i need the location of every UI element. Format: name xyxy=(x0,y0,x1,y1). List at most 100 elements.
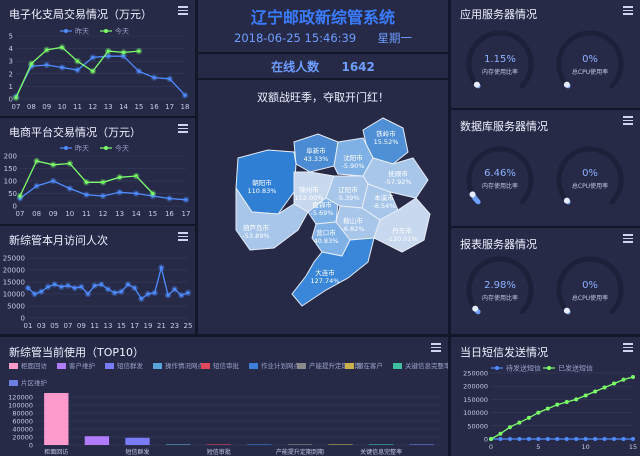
data-point xyxy=(152,75,156,80)
y-tick-label: 0 xyxy=(21,315,25,323)
monthly-visits-panel: 新综管本月访问人次 0 5000 10000 15000 20000 25000 01 03 0… xyxy=(0,226,195,334)
city-name: 抚顺市 xyxy=(388,169,408,178)
city-value: -8.54% xyxy=(373,202,396,210)
city-name: 朝阳市 xyxy=(252,178,272,187)
y-tick-label: 100000 xyxy=(8,402,33,410)
menu-icon[interactable] xyxy=(623,343,633,352)
data-point xyxy=(146,292,150,296)
bar xyxy=(206,444,231,445)
data-point xyxy=(498,432,503,436)
x-tick-label: 13 xyxy=(115,210,124,218)
data-point xyxy=(612,381,616,386)
y-tick-label: 250000 xyxy=(463,370,488,378)
monthly-visits-chart: 0 5000 10000 15000 20000 25000 01 03 05 07 09 11 13 1… xyxy=(3,255,193,331)
city-name: 本溪市 xyxy=(374,193,394,202)
bar xyxy=(287,444,313,445)
menu-icon[interactable] xyxy=(178,6,188,15)
y-tick-label: 0 xyxy=(29,442,33,450)
series-line xyxy=(19,160,154,197)
y-tick-label: 5000 xyxy=(7,303,25,311)
legend-swatch xyxy=(345,363,354,369)
data-point xyxy=(51,163,55,167)
sms-line-chart: 0 50000 100000 150000 200000 250000 0 5 10 15 待发送短… xyxy=(463,364,637,452)
menu-icon[interactable] xyxy=(623,116,633,125)
city-value: -57.92% xyxy=(384,178,411,186)
data-point xyxy=(121,50,126,54)
y-tick-label: 10000 xyxy=(3,291,25,299)
data-point xyxy=(546,407,550,411)
y-tick-label: 25000 xyxy=(3,255,25,263)
data-point xyxy=(508,437,512,441)
data-point xyxy=(118,190,122,194)
menu-icon[interactable] xyxy=(431,343,441,352)
cpu-usage-value: 0% xyxy=(582,280,598,291)
region-panjin[interactable] xyxy=(307,197,339,225)
data-point xyxy=(536,411,540,415)
gauge-knob xyxy=(469,191,476,198)
x-tick-label: 短信审批 xyxy=(207,448,231,456)
legend-label: 今天 xyxy=(115,27,129,36)
data-point xyxy=(527,437,531,441)
menu-icon[interactable] xyxy=(623,234,633,243)
x-tick-label: 25 xyxy=(184,322,193,330)
y-tick-label: 80000 xyxy=(12,410,33,418)
data-point xyxy=(536,437,540,441)
y-tick-label: 3 xyxy=(9,58,13,66)
data-point xyxy=(101,194,105,198)
city-name: 锦州市 xyxy=(299,185,319,194)
region-dalian[interactable] xyxy=(291,237,375,307)
bar xyxy=(328,444,353,445)
city-value: -120.01% xyxy=(386,235,417,243)
data-point xyxy=(68,161,72,166)
city-value: -53.89% xyxy=(242,232,269,240)
legend-swatch xyxy=(297,363,306,369)
data-point xyxy=(603,437,607,441)
data-point xyxy=(14,96,18,100)
city-value: 152.00% xyxy=(295,194,324,202)
y-tick-label: 0 xyxy=(9,96,13,104)
city-value: 15.52% xyxy=(374,138,399,146)
data-point xyxy=(173,287,177,291)
x-tick-label: 17 xyxy=(182,210,191,218)
data-point xyxy=(168,77,172,81)
menu-icon[interactable] xyxy=(178,124,188,133)
menu-icon[interactable] xyxy=(178,232,188,241)
legend-label: 柜面回访 xyxy=(21,361,48,370)
data-point xyxy=(91,55,95,60)
gauge-track xyxy=(556,30,624,89)
data-point xyxy=(555,437,559,441)
x-tick-label: 5 xyxy=(536,443,540,451)
x-tick-label: 07 xyxy=(64,322,73,330)
legend-marker xyxy=(64,29,68,33)
x-tick-label: 07 xyxy=(12,103,21,111)
db-server-gauges xyxy=(466,146,624,205)
legend-label: 待发送短信 xyxy=(506,364,541,373)
x-tick-label: 15 xyxy=(148,210,157,218)
bar xyxy=(44,393,69,445)
gauge-track xyxy=(466,256,534,315)
panel-title: 新综管当前使用（TOP10） xyxy=(9,346,145,359)
region-huludao[interactable] xyxy=(235,186,309,251)
data-point xyxy=(106,54,110,58)
menu-icon[interactable] xyxy=(623,6,633,15)
data-point xyxy=(527,416,531,420)
x-tick-label: 14 xyxy=(119,103,128,111)
city-value: 110.83% xyxy=(248,187,277,195)
data-point xyxy=(584,437,588,441)
data-point xyxy=(517,437,521,441)
legend-label: 短信审批 xyxy=(213,361,240,370)
legend-label: 客户维护 xyxy=(69,361,95,370)
y-tick-label: 200 xyxy=(4,153,17,161)
data-point xyxy=(84,193,88,197)
data-point xyxy=(179,293,183,297)
x-tick-label: 08 xyxy=(27,103,36,111)
data-point xyxy=(603,385,607,390)
data-point xyxy=(18,194,22,198)
legend-label: 片区维护 xyxy=(21,378,47,387)
city-name: 铁岭市 xyxy=(376,129,396,138)
datetime-row: 2018-06-25 15:46:39 星期一 xyxy=(198,30,448,46)
x-tick-label: 关键信息完整率 xyxy=(360,448,402,456)
city-name: 丹东市 xyxy=(392,226,412,235)
x-tick-label: 柜面回访 xyxy=(44,448,68,456)
region-dandong[interactable] xyxy=(373,197,431,253)
